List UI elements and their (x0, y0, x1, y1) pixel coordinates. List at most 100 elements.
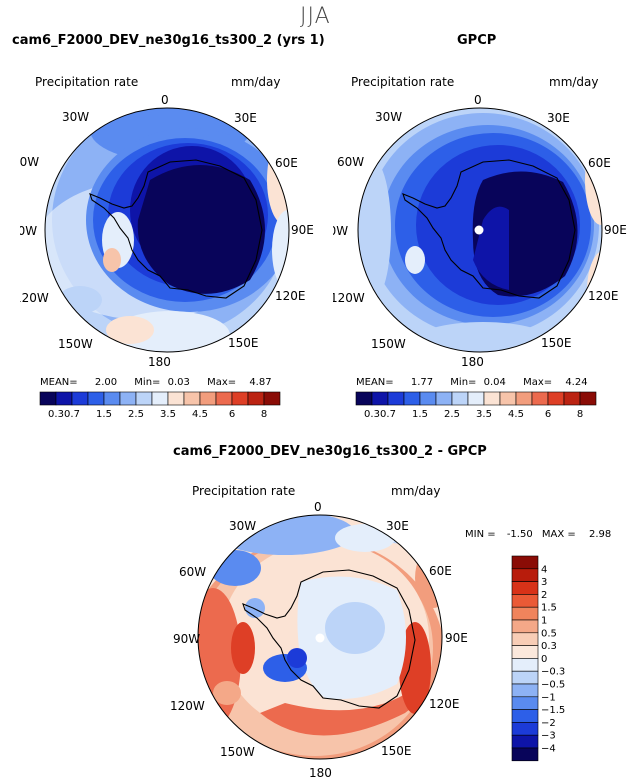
p2-colorbar-tick: 8 (577, 409, 583, 419)
p2-colorbar-tick: 0.7 (380, 409, 396, 419)
p3-lbl-60w: 60W (179, 565, 206, 579)
p1-lbl-180: 180 (148, 355, 171, 369)
p2-colorbar-swatch (499, 391, 517, 406)
panel2-colorbar: 0.3 0.7 1.5 2.5 3.5 4.5 6 8 (355, 391, 597, 419)
season-title: JJA (300, 4, 331, 29)
p1-lbl-150e: 150E (228, 336, 259, 350)
p3-lbl-90w: 90W (173, 632, 200, 646)
p3-colorbar-swatch (511, 722, 539, 736)
p2-colorbar-swatch (451, 391, 469, 406)
p3-max-label: MAX = (541, 529, 576, 540)
p2-colorbar-swatch (579, 391, 597, 406)
p1-colorbar-swatch (215, 391, 233, 406)
p3-lbl-150w: 150W (220, 745, 255, 759)
p1-colorbar-tick: 2.5 (128, 409, 144, 419)
p3-colorbar-tick: −3 (541, 731, 556, 742)
p3-lbl-120w: 120W (170, 699, 205, 713)
p2-mean-label: MEAN= (356, 377, 394, 388)
p2-colorbar-swatch (387, 391, 405, 406)
panel3-stats: MIN = -1.50 MAX = 2.98 (465, 529, 611, 540)
p1-colorbar-tick: 0.3 (48, 409, 64, 419)
p1-mean-label: MEAN= (40, 377, 78, 388)
p3-colorbar-tick: −1 (541, 692, 556, 703)
panel3-units: mm/day (391, 484, 441, 498)
p3-colorbar-swatch (511, 568, 539, 582)
panel2-stats: MEAN= 1.77 Min= 0.04 Max= 4.24 (356, 377, 588, 388)
p1-max-value: 4.87 (249, 377, 272, 388)
p2-colorbar-tick: 2.5 (444, 409, 460, 419)
p2-lbl-30e: 30E (547, 111, 570, 125)
p2-colorbar-swatch (483, 391, 501, 406)
p2-lbl-0: 0 (474, 93, 482, 107)
p3-colorbar-swatch (511, 709, 539, 723)
p2-colorbar-tick: 4.5 (508, 409, 524, 419)
p3-colorbar-tick: 1.5 (541, 603, 557, 614)
p3-colorbar-tick: 4 (541, 564, 547, 575)
p3-colorbar-tick: −0.5 (541, 680, 565, 691)
p3-colorbar-swatch (511, 683, 539, 698)
p1-colorbar-swatch (199, 391, 217, 406)
p1-colorbar-tick: 8 (261, 409, 267, 419)
p3-colorbar-tick: −0.3 (541, 667, 565, 678)
p2-colorbar-swatch (355, 391, 373, 406)
p1-lbl-60e: 60E (275, 156, 298, 170)
p2-colorbar-tick: 0.3 (364, 409, 380, 419)
p1-colorbar-swatch (39, 391, 57, 406)
panel2-map: 0 30E 60E 90E 120E 150E 180 150W 120W 90… (333, 93, 627, 369)
p2-colorbar-swatch (563, 391, 581, 406)
panel3-colorbar: 4 3 2 1.5 10.5 0.3 0 −0.3 −0.5−1 −1.5 −2 −3 −4 (511, 555, 565, 762)
p1-lbl-30e: 30E (234, 111, 257, 125)
p1-colorbar-tick: 1.5 (96, 409, 112, 419)
panel2-units: mm/day (549, 75, 599, 89)
p1-colorbar-swatch (71, 391, 89, 406)
p3-lbl-30e: 30E (386, 519, 409, 533)
p2-colorbar-tick: 1.5 (412, 409, 428, 419)
p1-colorbar-swatch (183, 391, 201, 406)
p1-colorbar-swatch (87, 391, 105, 406)
p3-colorbar-tick: 0.3 (541, 641, 557, 652)
panel3-variable: Precipitation rate (192, 484, 296, 498)
p2-mean-value: 1.77 (410, 377, 434, 388)
p1-colorbar-swatch (135, 391, 153, 406)
p2-colorbar-tick: 6 (545, 409, 551, 419)
p3-lbl-120e: 120E (429, 697, 460, 711)
p2-lbl-90e: 90E (604, 223, 627, 237)
p2-colorbar-swatch (403, 391, 421, 406)
p1-colorbar-tick: 4.5 (192, 409, 208, 419)
p3-min-value: -1.50 (506, 529, 533, 540)
p3-colorbar-swatch (511, 734, 539, 749)
p3-colorbar-swatch (511, 645, 539, 659)
p1-mean-value: 2.00 (94, 377, 118, 388)
p3-colorbar-swatch (511, 581, 539, 595)
p2-lbl-90w: 90W (333, 224, 348, 238)
p1-min-label: Min= (134, 377, 161, 388)
panel1-title: cam6_F2000_DEV_ne30g16_ts300_2 (yrs 1) (12, 33, 325, 48)
p1-colorbar-swatch (247, 391, 265, 406)
p2-colorbar-swatch (515, 391, 533, 406)
p3-colorbar-tick: 3 (541, 577, 547, 588)
p3-colorbar-swatch (511, 670, 539, 685)
p3-colorbar-tick: 0.5 (541, 628, 557, 639)
p2-lbl-150e: 150E (541, 336, 572, 350)
p1-colorbar-swatch (103, 391, 121, 406)
p1-lbl-120w: 120W (20, 291, 49, 305)
p2-max-value: 4.24 (565, 377, 588, 388)
p2-max-label: Max= (523, 377, 553, 388)
p3-colorbar-swatch (511, 555, 539, 570)
p2-lbl-120e: 120E (588, 289, 619, 303)
p1-colorbar-swatch (167, 391, 185, 406)
panel1-colorbar: 0.3 0.7 1.5 2.5 3.5 4.5 6 8 (39, 391, 281, 419)
panel2-title: GPCP (457, 33, 497, 48)
p3-colorbar-swatch (511, 747, 539, 762)
p1-colorbar-swatch (119, 391, 137, 406)
p3-lbl-90e: 90E (445, 631, 468, 645)
p2-colorbar-swatch (419, 391, 437, 406)
p3-colorbar-swatch (511, 606, 539, 621)
p2-colorbar-swatch (547, 391, 565, 406)
p1-min-value: 0.03 (167, 377, 190, 388)
p2-lbl-150w: 150W (371, 337, 406, 351)
p3-colorbar-tick: −2 (541, 718, 556, 729)
p3-min-label: MIN = (465, 529, 496, 540)
panel2-variable: Precipitation rate (351, 75, 455, 89)
p1-lbl-90e: 90E (291, 223, 314, 237)
